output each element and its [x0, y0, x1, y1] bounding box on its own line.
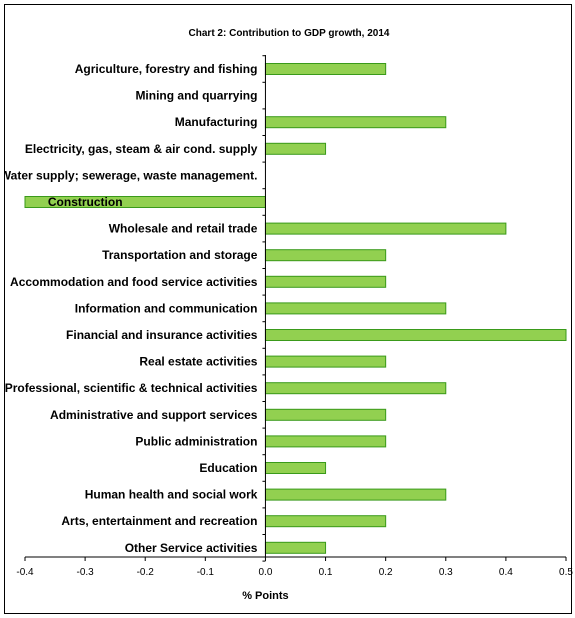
bar — [264, 541, 327, 554]
category-label: Mining and quarrying — [135, 89, 257, 103]
x-tick-label: 0.0 — [258, 567, 272, 578]
bar — [264, 142, 327, 155]
x-tick-label: -0.1 — [197, 567, 215, 578]
bar — [264, 488, 447, 501]
bars-layer — [24, 63, 567, 554]
x-tick-label: 0.1 — [319, 567, 333, 578]
category-labels: Agriculture, forestry and fishing Mining … — [5, 62, 258, 555]
axes — [24, 55, 567, 562]
category-label: Water supply; sewerage, waste management… — [5, 168, 257, 182]
x-axis-label: % Points — [242, 590, 288, 602]
x-tick-label: 0.4 — [499, 567, 513, 578]
x-tick-labels: -0.4 -0.3 -0.2 -0.1 0.0 0.1 0.2 0.3 0.4 0.5 — [16, 567, 573, 578]
x-tick-label: 0.3 — [439, 567, 453, 578]
bar — [264, 63, 387, 75]
x-tick-label: 0.5 — [559, 567, 573, 578]
category-label: Accommodation and food service activitie… — [10, 275, 258, 289]
x-tick-label: -0.4 — [16, 567, 34, 578]
category-label: Transportation and storage — [102, 248, 258, 262]
category-label: Other Service activities — [125, 541, 258, 555]
chart-title: Chart 2: Contribution to GDP growth, 201… — [189, 28, 390, 39]
category-label: Agriculture, forestry and fishing — [75, 62, 258, 76]
category-label: Electricity, gas, steam & air cond. supp… — [25, 142, 258, 156]
category-label: Professional, scientific & technical act… — [5, 381, 258, 395]
bar — [264, 382, 447, 395]
bar — [264, 249, 387, 262]
category-label: Information and communication — [75, 301, 258, 315]
bar — [264, 408, 387, 421]
category-label: Construction — [48, 195, 123, 209]
bar-chart: Chart 2: Contribution to GDP growth, 201… — [5, 28, 573, 602]
category-label: Manufacturing — [175, 115, 258, 129]
bar — [264, 462, 327, 474]
bar — [264, 116, 447, 129]
bar — [264, 515, 387, 528]
category-label: Public administration — [135, 434, 257, 448]
category-label: Human health and social work — [85, 488, 258, 502]
category-label: Administrative and support services — [50, 408, 258, 422]
category-label: Real estate activities — [139, 355, 257, 369]
x-tick-label: -0.3 — [76, 567, 94, 578]
bar — [264, 329, 567, 341]
bar — [264, 435, 387, 448]
bar — [264, 275, 387, 288]
bar — [264, 302, 447, 315]
x-tick-label: -0.2 — [137, 567, 155, 578]
x-tick-label: 0.2 — [379, 567, 393, 578]
category-label: Education — [199, 461, 257, 475]
category-label: Arts, entertainment and recreation — [61, 514, 257, 528]
category-label: Financial and insurance activities — [66, 328, 258, 342]
bar — [264, 222, 507, 235]
category-label: Wholesale and retail trade — [109, 222, 258, 236]
chart-frame: Chart 2: Contribution to GDP growth, 201… — [4, 4, 573, 614]
bar — [264, 355, 387, 368]
